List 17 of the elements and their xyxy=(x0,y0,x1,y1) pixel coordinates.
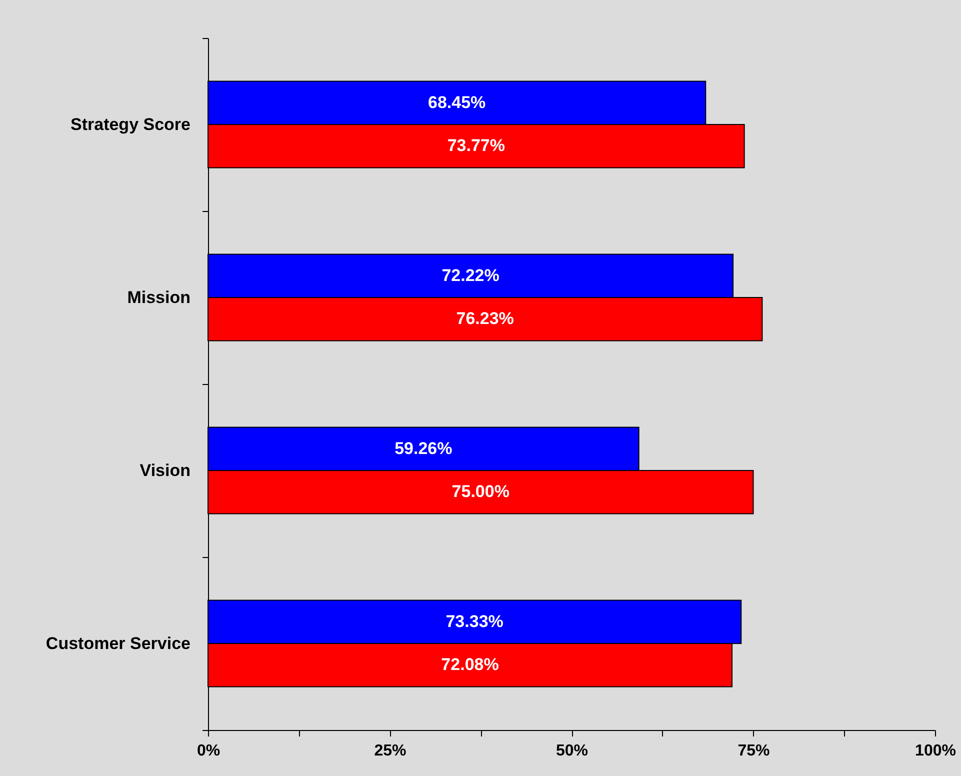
x-tick-label: 25% xyxy=(374,742,406,760)
data-label: 72.22% xyxy=(442,266,500,285)
data-label: 73.77% xyxy=(447,136,505,156)
data-label: 76.23% xyxy=(456,309,514,328)
x-tick-label: 0% xyxy=(196,742,220,760)
data-label: 75.00% xyxy=(452,482,510,502)
x-tick-label: 75% xyxy=(738,742,770,760)
y-tick-label: Customer Service xyxy=(46,634,190,653)
data-label: 73.33% xyxy=(446,612,504,631)
data-label: 68.45% xyxy=(428,92,486,112)
data-label: 72.08% xyxy=(441,655,499,674)
y-tick-label: Vision xyxy=(140,461,190,480)
y-tick-label: Mission xyxy=(127,288,190,307)
y-tick-label: Strategy Score xyxy=(70,115,190,134)
x-tick-label: 100% xyxy=(915,742,956,760)
data-label: 59.26% xyxy=(394,438,452,458)
x-tick-label: 50% xyxy=(556,742,588,760)
